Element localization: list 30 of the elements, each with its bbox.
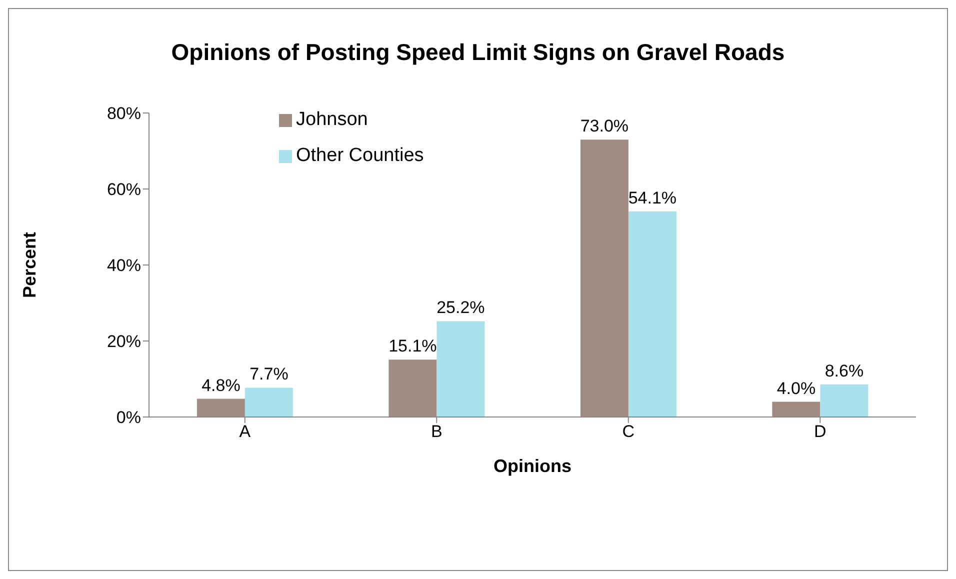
- x-axis-title: Opinions: [494, 456, 572, 476]
- data-label: 15.1%: [388, 336, 437, 356]
- y-axis-title: Percent: [19, 232, 40, 298]
- legend-label: Other Counties: [295, 145, 424, 167]
- bar: [628, 211, 676, 417]
- bar: [820, 384, 868, 417]
- x-tick-label: B: [430, 422, 442, 442]
- bar: [388, 360, 437, 417]
- y-tick-label: 60%: [106, 180, 141, 200]
- bar: [580, 140, 628, 417]
- legend-label: Johnson: [295, 109, 369, 131]
- data-label: 4.8%: [202, 376, 240, 395]
- data-label: 25.2%: [436, 298, 485, 318]
- x-tick-label: C: [622, 422, 635, 442]
- x-tick-label: D: [814, 422, 826, 442]
- chart-title: Opinions of Posting Speed Limit Signs on Gravel Roads: [170, 38, 786, 67]
- data-label: 4.0%: [776, 378, 816, 398]
- y-tick-label: 40%: [106, 256, 141, 276]
- bar: [436, 321, 485, 417]
- y-tick-label: 80%: [106, 104, 141, 124]
- y-tick-label: 0%: [116, 408, 141, 428]
- x-tick-label: A: [239, 422, 252, 442]
- data-label: 7.7%: [250, 364, 288, 384]
- data-label: 8.6%: [824, 361, 864, 380]
- bar: [244, 388, 293, 417]
- data-label: 73.0%: [580, 116, 629, 136]
- data-label: 54.1%: [628, 188, 677, 208]
- bar: [196, 398, 245, 417]
- bar: [772, 402, 820, 417]
- y-tick-label: 20%: [106, 332, 141, 352]
